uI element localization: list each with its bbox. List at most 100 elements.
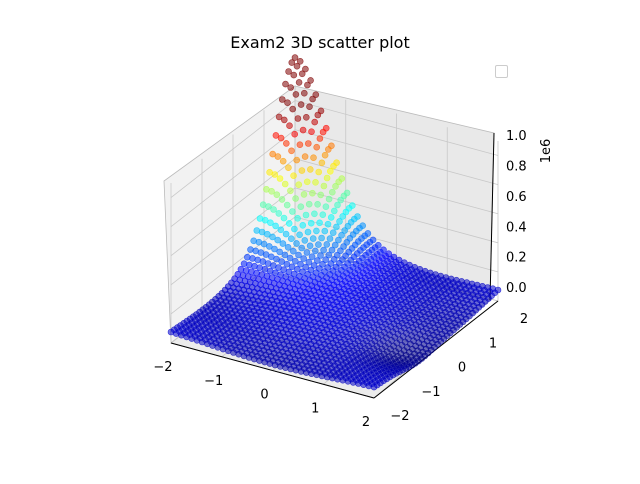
scatter-point xyxy=(330,162,337,170)
scatter-point xyxy=(328,188,336,196)
scatter-point xyxy=(310,154,317,161)
scatter-point xyxy=(271,171,279,178)
scatter-point xyxy=(293,62,301,70)
scatter-point xyxy=(283,201,291,209)
scatter-point xyxy=(291,225,298,233)
chart-title: Exam2 3D scatter plot xyxy=(230,33,410,52)
scatter-point xyxy=(318,372,326,380)
scatter-point xyxy=(273,191,281,198)
scatter-point xyxy=(302,114,310,121)
scatter-point xyxy=(311,118,319,126)
y-tick-label: 1 xyxy=(489,336,497,351)
scatter-point xyxy=(338,231,345,239)
scatter-point xyxy=(277,226,285,234)
scatter-point xyxy=(279,157,287,165)
scatter-point xyxy=(274,236,282,244)
scatter-point xyxy=(288,59,296,66)
scatter-point xyxy=(317,191,325,199)
scatter-point xyxy=(341,227,349,234)
scatter-point xyxy=(322,256,330,264)
scatter-point xyxy=(304,140,312,147)
scatter-point xyxy=(300,191,308,198)
z-axis-line xyxy=(489,132,495,301)
scatter-point xyxy=(296,231,303,239)
x-tick-label: 2 xyxy=(362,415,370,430)
scatter-point xyxy=(304,228,312,236)
y-tick-label: −2 xyxy=(390,409,409,424)
scatter-point xyxy=(333,223,340,231)
scatter-point xyxy=(325,195,333,203)
scatter-point xyxy=(270,206,277,213)
scatter-point xyxy=(304,81,311,89)
scatter-point xyxy=(280,116,288,124)
scatter-point xyxy=(313,257,321,264)
scatter-point xyxy=(290,172,297,179)
scatter-point xyxy=(315,241,322,248)
scatter-point xyxy=(323,241,331,248)
scatter-point xyxy=(319,128,327,136)
scatter-point xyxy=(279,240,287,247)
scatter-point xyxy=(302,65,309,73)
scatter-point xyxy=(294,115,302,122)
scatter-point xyxy=(280,214,288,222)
scatter-point xyxy=(337,196,345,204)
scatter-point xyxy=(306,242,314,250)
scatter-point xyxy=(291,257,299,265)
scatter-point xyxy=(307,77,314,84)
x-tick-label: 0 xyxy=(260,388,268,403)
scatter-point xyxy=(309,235,317,242)
scatter-point xyxy=(289,247,297,255)
scatter-point xyxy=(277,134,285,142)
scatter-point xyxy=(336,218,343,225)
scatter-point xyxy=(282,80,289,88)
scatter-point xyxy=(289,105,297,113)
scatter-point xyxy=(326,168,334,175)
scatter-point xyxy=(297,260,304,268)
scatter-point xyxy=(297,101,305,108)
scatter-point xyxy=(328,246,336,254)
scatter-point xyxy=(291,130,299,138)
scatter-point xyxy=(325,251,333,259)
scatter-point xyxy=(274,153,282,160)
z-tick-label: 0.6 xyxy=(506,190,527,205)
scatter-point xyxy=(287,187,294,195)
scatter-point xyxy=(269,150,277,158)
scatter-point xyxy=(282,140,290,147)
scatter-point xyxy=(275,113,283,121)
scatter-point xyxy=(298,167,306,174)
scatter-point xyxy=(269,233,276,241)
scatter-point xyxy=(321,227,329,235)
scatter-point xyxy=(295,79,303,86)
scatter-point xyxy=(298,244,306,252)
scatter-point xyxy=(286,122,293,129)
scatter-point xyxy=(265,243,273,250)
scatter-point xyxy=(301,237,309,244)
scatter-point xyxy=(300,89,308,97)
legend-box xyxy=(495,65,508,78)
scatter-point xyxy=(326,235,334,242)
x-tick-label: −1 xyxy=(204,374,223,389)
scatter-point xyxy=(281,180,289,188)
scatter-point xyxy=(330,207,338,215)
scatter-point xyxy=(370,383,378,391)
scatter-point xyxy=(317,252,324,259)
scatter-point xyxy=(314,201,321,208)
x-axis-line xyxy=(170,342,375,399)
scatter-point xyxy=(296,141,304,148)
y-tick-label: 2 xyxy=(520,312,528,327)
scatter-point xyxy=(316,135,324,142)
scatter-point xyxy=(335,236,342,244)
scatter-point xyxy=(261,216,269,224)
scatter-point xyxy=(287,84,295,91)
scatter-point xyxy=(312,179,319,186)
z-grid-line xyxy=(170,187,499,286)
x-tick-label: 1 xyxy=(311,401,319,416)
scatter-point xyxy=(292,195,299,202)
scatter-point xyxy=(321,151,329,159)
scatter-point xyxy=(320,246,327,254)
scatter-point xyxy=(268,188,275,195)
scatter-point xyxy=(311,210,318,218)
scatter-point xyxy=(263,230,271,238)
scatter-point xyxy=(342,208,350,216)
y-tick-label: −1 xyxy=(421,385,440,400)
